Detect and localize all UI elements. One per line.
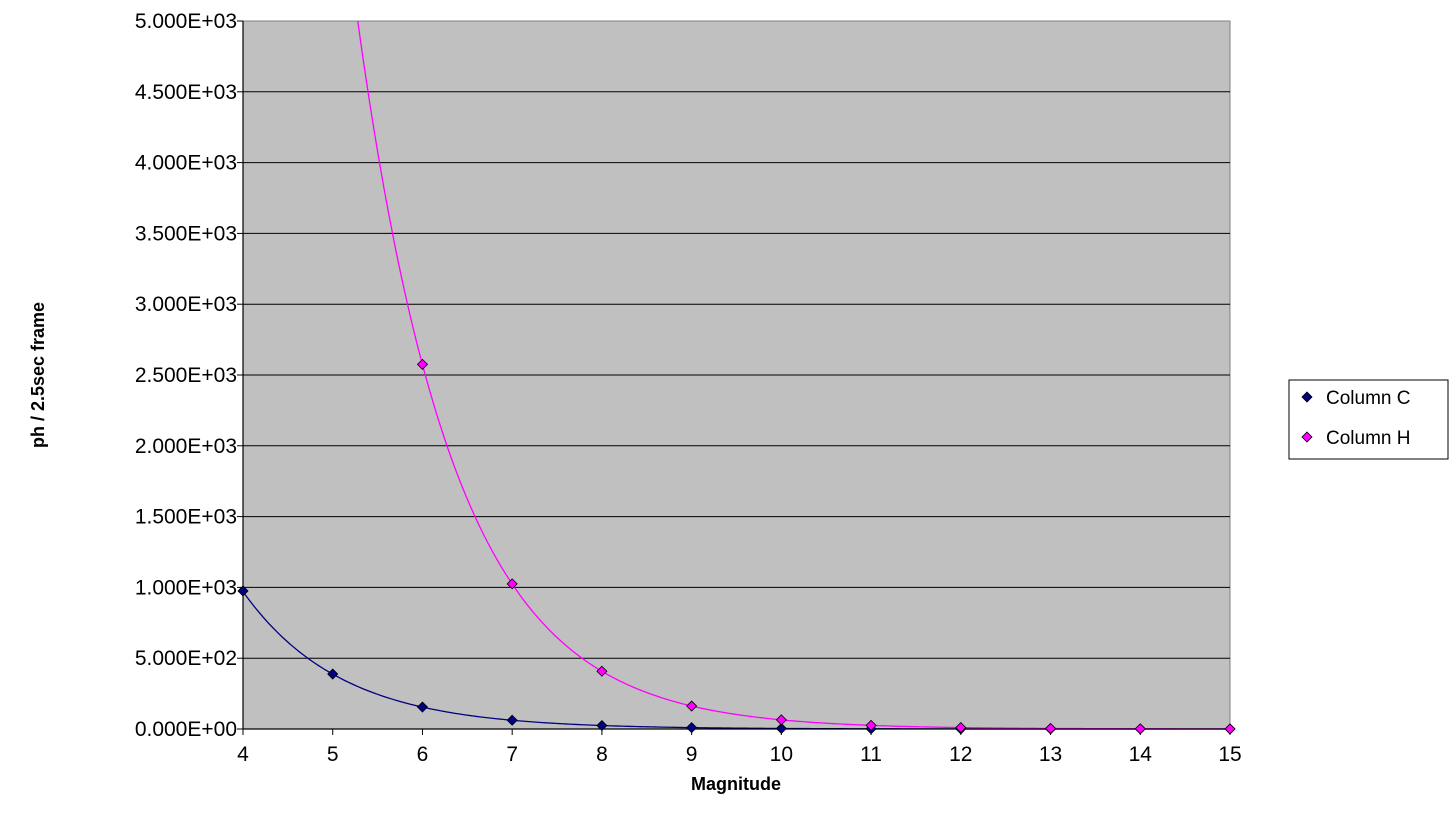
x-tick-label: 11 xyxy=(860,743,882,766)
data-points xyxy=(237,358,1236,735)
y-tick-label: 3.000E+03 xyxy=(135,293,237,316)
x-tick-label: 7 xyxy=(506,743,518,766)
x-tick-label: 10 xyxy=(770,743,793,766)
y-tick-labels: 0.000E+00 5.000E+02 1.000E+03 1.500E+03 2.00… xyxy=(135,10,237,741)
legend-label-column-h: Column H xyxy=(1326,428,1410,449)
y-tick-label: 0.000E+00 xyxy=(135,718,237,741)
data-point-column-c xyxy=(775,722,787,735)
gridlines xyxy=(237,20,1230,730)
data-point-column-h xyxy=(1224,723,1236,735)
x-tick-label: 5 xyxy=(327,743,339,766)
data-point-column-h xyxy=(686,700,698,712)
data-point-column-h xyxy=(596,665,608,677)
legend-box xyxy=(1288,379,1449,460)
x-tick-label: 4 xyxy=(237,743,249,766)
y-tick-label: 2.500E+03 xyxy=(135,364,237,387)
x-tick-label: 13 xyxy=(1039,743,1062,766)
x-axis-title: Magnitude xyxy=(691,774,781,794)
data-point-column-c xyxy=(596,719,608,732)
data-point-column-h xyxy=(955,721,967,734)
y-tick-label: 3.500E+03 xyxy=(135,222,237,245)
y-tick-label: 5.000E+03 xyxy=(135,10,237,33)
data-point-column-h xyxy=(865,719,877,731)
data-point-column-h xyxy=(775,714,787,726)
x-tick-label: 14 xyxy=(1129,743,1153,766)
data-point-column-h xyxy=(1044,722,1057,734)
data-point-column-h xyxy=(1134,723,1146,735)
legend-marker-column-c xyxy=(1301,391,1313,403)
data-point-column-c xyxy=(416,701,429,713)
y-axis-title: ph / 2.5sec frame xyxy=(28,302,48,448)
data-point-column-c xyxy=(237,585,249,597)
data-point-column-c xyxy=(506,714,518,726)
legend-label-column-c: Column C xyxy=(1326,388,1410,409)
x-tick-label: 8 xyxy=(596,743,608,766)
y-tick-label: 5.000E+02 xyxy=(135,647,237,670)
y-tick-label: 1.000E+03 xyxy=(135,576,237,599)
data-point-column-h xyxy=(416,358,429,370)
y-tick-label: 4.500E+03 xyxy=(135,81,237,104)
data-point-column-c xyxy=(327,668,339,680)
y-tick-label: 2.000E+03 xyxy=(135,435,237,458)
data-point-column-h xyxy=(506,578,518,590)
data-point-column-c xyxy=(686,722,698,734)
x-tick-label: 15 xyxy=(1218,743,1241,766)
x-tick-label: 12 xyxy=(949,743,972,766)
x-tick-label: 6 xyxy=(417,743,429,766)
y-tick-label: 1.500E+03 xyxy=(135,506,237,529)
legend-marker-column-h xyxy=(1301,431,1313,443)
x-tick-label: 9 xyxy=(686,743,698,766)
y-tick-label: 4.000E+03 xyxy=(135,152,237,175)
x-tick-labels: 4 5 6 7 8 9 10 11 12 13 14 15 xyxy=(237,743,1242,766)
legend: Column C Column H xyxy=(1288,379,1449,460)
